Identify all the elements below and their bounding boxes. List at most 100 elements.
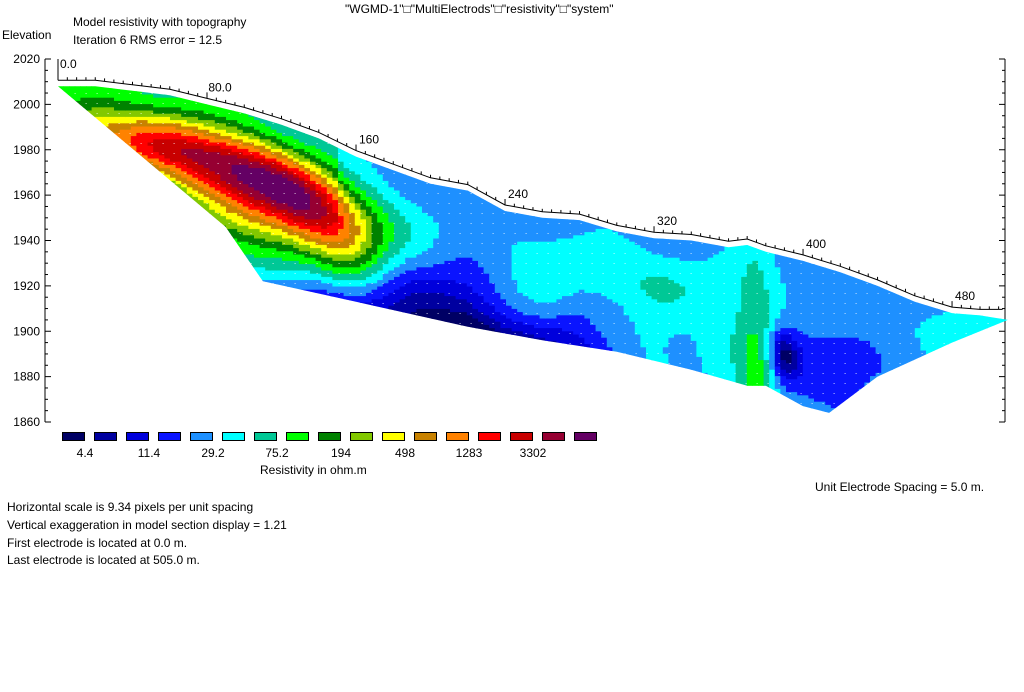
model-cell — [242, 283, 249, 287]
model-cell — [147, 312, 154, 316]
model-cell — [136, 292, 143, 297]
model-cell — [315, 344, 322, 348]
model-cell — [158, 337, 165, 342]
model-cell — [276, 174, 283, 179]
model-cell — [282, 244, 288, 249]
model-cell — [74, 337, 81, 342]
model-cell — [254, 257, 260, 262]
model-cell — [259, 388, 266, 393]
model-cell — [287, 206, 294, 211]
model-cell — [80, 177, 87, 182]
model-cell — [198, 209, 204, 214]
model-cell — [220, 318, 227, 323]
model-cell — [220, 184, 227, 188]
model-cell — [91, 100, 98, 105]
model-cell — [58, 312, 64, 316]
model-cell — [287, 347, 294, 351]
model-cell — [74, 257, 81, 262]
model-cell — [276, 132, 283, 137]
model-cell — [226, 180, 232, 185]
model-cell — [158, 209, 165, 214]
model-cell — [136, 110, 143, 115]
model-cell — [170, 388, 176, 393]
model-cell — [130, 299, 137, 303]
model-cell — [186, 171, 193, 175]
model-cell — [164, 174, 171, 179]
model-cell — [175, 353, 182, 358]
model-cell — [243, 415, 249, 419]
model-cell — [80, 382, 87, 387]
model-cell — [74, 260, 81, 265]
model-cell — [153, 286, 160, 291]
model-cell — [186, 328, 193, 332]
model-cell — [130, 164, 137, 169]
model-cell — [265, 302, 272, 307]
model-cell — [304, 193, 311, 198]
model-cell — [130, 305, 137, 310]
model-cell — [315, 334, 322, 339]
model-cell — [276, 235, 283, 239]
model-cell — [304, 328, 311, 332]
model-cell — [304, 238, 311, 243]
model-cell — [287, 228, 294, 233]
model-cell — [231, 254, 238, 259]
model-cell — [298, 209, 305, 214]
model-cell — [69, 305, 76, 310]
model-cell — [192, 97, 199, 102]
model-cell — [136, 324, 143, 329]
model-cell — [203, 180, 210, 185]
model-cell — [69, 398, 76, 403]
model-cell — [164, 107, 171, 111]
model-cell — [142, 315, 148, 319]
model-cell — [114, 280, 120, 284]
model-cell — [203, 411, 210, 413]
model-cell — [265, 280, 272, 284]
model-cell — [220, 337, 227, 342]
model-cell — [91, 257, 98, 262]
model-cell — [108, 337, 115, 342]
model-cell — [181, 155, 188, 159]
model-cell — [198, 145, 204, 150]
model-cell — [231, 283, 238, 287]
model-cell — [69, 344, 76, 348]
model-cell — [254, 174, 260, 179]
model-cell — [265, 116, 272, 121]
model-cell — [270, 276, 277, 281]
model-cell — [158, 184, 165, 188]
model-cell — [69, 228, 76, 233]
model-cell — [315, 356, 322, 361]
model-cell — [220, 254, 227, 259]
model-cell — [315, 139, 322, 143]
model-cell — [220, 158, 227, 163]
model-cell — [170, 190, 176, 195]
model-cell — [254, 302, 260, 307]
model-cell — [86, 254, 92, 259]
model-cell — [260, 421, 266, 425]
model-cell — [130, 94, 137, 99]
model-cell — [254, 382, 260, 387]
model-cell — [102, 347, 109, 351]
model-cell — [186, 267, 193, 271]
y-axis-label: Elevation — [2, 28, 52, 42]
model-cell — [304, 376, 311, 380]
model-cell — [97, 212, 104, 217]
model-cell — [186, 363, 193, 367]
model-cell — [242, 164, 249, 169]
model-cell — [74, 334, 81, 339]
model-cell — [214, 264, 221, 268]
model-cell — [248, 376, 255, 380]
model-cell — [214, 155, 221, 159]
model-cell — [164, 219, 171, 223]
model-cell — [248, 132, 255, 137]
model-cell — [80, 164, 87, 169]
model-cell — [237, 174, 244, 179]
model-cell — [209, 212, 216, 217]
model-cell — [97, 340, 104, 345]
model-cell — [186, 132, 193, 137]
model-cell — [108, 302, 115, 307]
model-cell — [181, 148, 188, 153]
model-cell — [254, 120, 260, 124]
model-cell — [326, 225, 333, 230]
model-cell — [203, 209, 210, 214]
model-cell — [153, 350, 160, 355]
